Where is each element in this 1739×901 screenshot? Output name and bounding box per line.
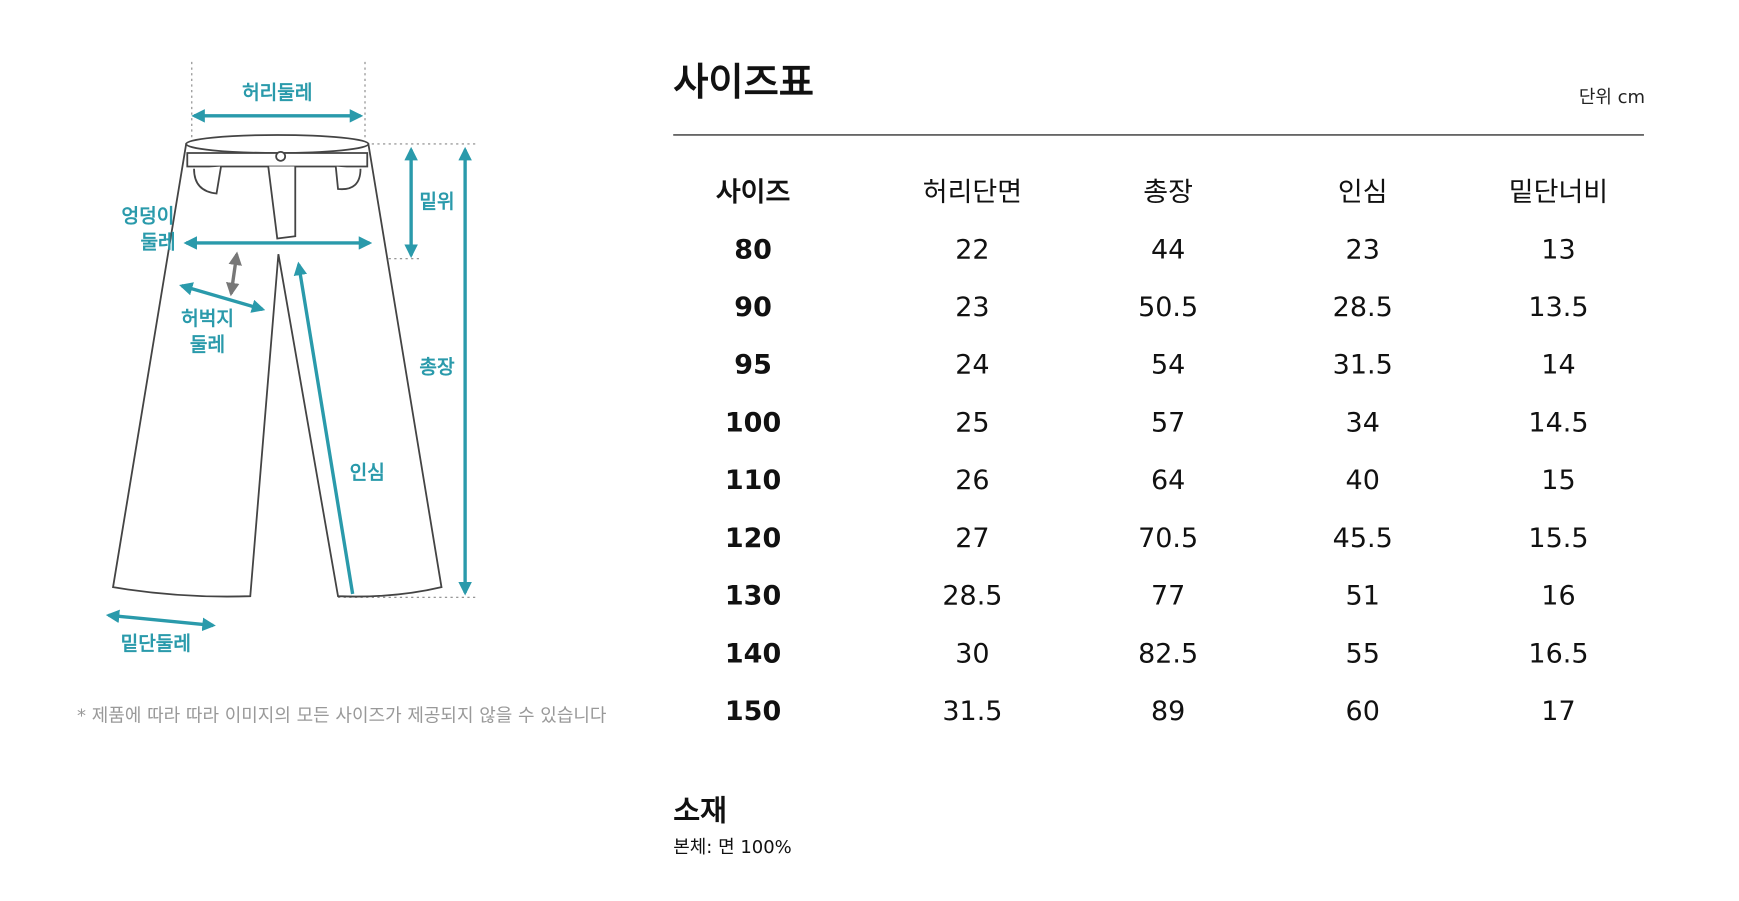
table-cell: 51	[1346, 581, 1380, 612]
table-cell: 45.5	[1333, 523, 1393, 554]
column-header: 허리단면	[923, 177, 1022, 208]
table-cell: 31.5	[1333, 350, 1393, 381]
table-cell: 23	[955, 292, 989, 323]
table-cell: 16	[1541, 581, 1575, 612]
column-header: 인심	[1338, 177, 1388, 208]
material-title: 소재	[673, 794, 727, 828]
table-cell: 34	[1346, 407, 1380, 438]
table-cell: 15.5	[1528, 523, 1588, 554]
diagram-label: 총장	[419, 355, 455, 378]
table-cell: 17	[1541, 696, 1575, 727]
table-cell: 14	[1541, 350, 1575, 381]
column-header: 사이즈	[716, 177, 790, 208]
table-cell: 95	[734, 350, 772, 381]
table-cell: 82.5	[1138, 638, 1198, 669]
table-cell: 30	[955, 638, 989, 669]
table-cell: 54	[1151, 350, 1185, 381]
table-cell: 28.5	[942, 581, 1002, 612]
column-header: 총장	[1143, 177, 1193, 208]
table-cell: 120	[725, 523, 781, 554]
table-cell: 60	[1346, 696, 1380, 727]
table-cell: 55	[1346, 638, 1380, 669]
table-title: 사이즈표	[673, 61, 814, 105]
diagram-label: 인심	[350, 461, 385, 484]
table-cell: 23	[1346, 234, 1380, 265]
table-cell: 16.5	[1528, 638, 1588, 669]
table-cell: 27	[955, 523, 989, 554]
diagram-label: 밑단둘레	[121, 632, 191, 655]
size-table: 사이즈 허리단면 총장 인심 밑단너비 80 22 44 23 13 90 23 50.5 28.5 13.…	[716, 177, 1608, 727]
table-cell: 64	[1151, 465, 1185, 496]
table-cell: 57	[1151, 407, 1185, 438]
table-cell: 15	[1541, 465, 1575, 496]
material-body: 본체: 면 100%	[673, 837, 792, 858]
diagram-label: 둘레	[190, 333, 225, 356]
table-cell: 13.5	[1528, 292, 1588, 323]
table-cell: 100	[725, 407, 781, 438]
table-cell: 40	[1346, 465, 1380, 496]
unit: 단위 cm	[1579, 87, 1645, 108]
diagram-label: 밑위	[419, 190, 454, 213]
table-cell: 130	[725, 581, 781, 612]
table-cell: 140	[725, 638, 781, 669]
table-cell: 24	[955, 350, 989, 381]
table-cell: 44	[1151, 234, 1185, 265]
table-cell: 70.5	[1138, 523, 1198, 554]
table-cell: 77	[1151, 581, 1185, 612]
table-cell: 28.5	[1333, 292, 1393, 323]
table-cell: 22	[955, 234, 989, 265]
table-cell: 14.5	[1528, 407, 1588, 438]
table-cell: 89	[1151, 696, 1185, 727]
table-cell: 25	[955, 407, 989, 438]
diagram-label: 허리둘레	[242, 81, 312, 104]
diagram-label: 엉덩이	[122, 205, 175, 228]
diagram-label: 허벅지	[181, 307, 234, 330]
table-cell: 13	[1541, 234, 1575, 265]
table-cell: 110	[725, 465, 781, 496]
table-cell: 50.5	[1138, 292, 1198, 323]
pants-diagram: 허리둘레 밑위 엉덩이 둘레 허벅지 둘레 총장 인심 밑단둘레	[105, 61, 479, 655]
note: * 제품에 따라 따라 이미지의 모든 사이즈가 제공되지 않을 수 있습니다	[77, 706, 607, 727]
diagram-label: 둘레	[140, 230, 175, 253]
table-cell: 31.5	[942, 696, 1002, 727]
table-cell: 150	[725, 696, 781, 727]
table-cell: 80	[734, 234, 772, 265]
table-cell: 26	[955, 465, 989, 496]
table-cell: 90	[734, 292, 772, 323]
column-header: 밑단너비	[1509, 177, 1608, 208]
